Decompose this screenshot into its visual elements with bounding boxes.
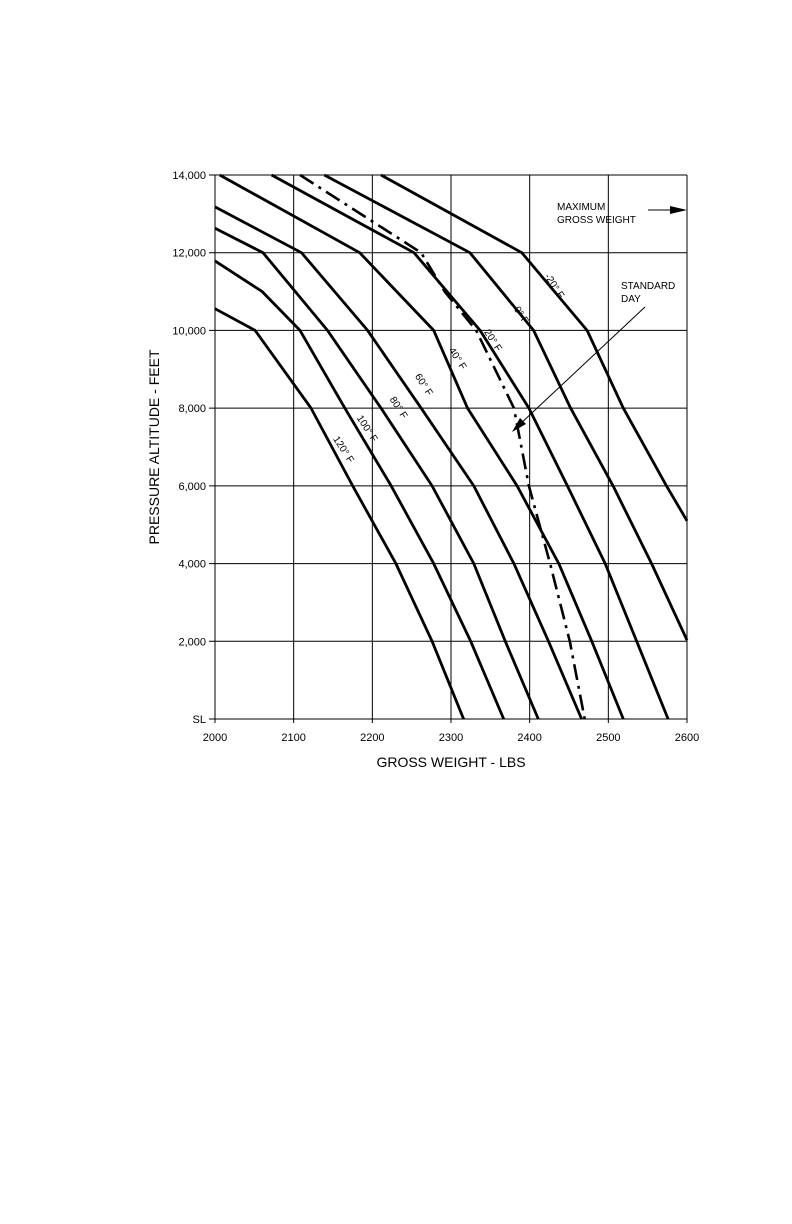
y-tick-label: 6,000 xyxy=(178,481,206,493)
x-tick-label: 2000 xyxy=(203,732,227,744)
standard-day-annotation: STANDARD DAY xyxy=(512,281,675,432)
x-tick-label: 2400 xyxy=(517,732,541,744)
y-tick-label: 8,000 xyxy=(178,403,206,415)
grid xyxy=(209,174,688,723)
temperature-curve xyxy=(219,173,625,720)
temperature-curve xyxy=(380,173,689,522)
y-tick-label: 14,000 xyxy=(172,170,206,182)
x-tick-label: 2100 xyxy=(281,732,305,744)
x-tick-label: 2500 xyxy=(596,732,620,744)
temperature-curve xyxy=(214,259,505,720)
temperature-curve xyxy=(214,205,583,720)
max-gross-weight-annotation: MAXIMUM GROSS WEIGHT xyxy=(557,202,687,226)
standard-day-label-1: STANDARD xyxy=(621,281,675,292)
max-gross-weight-label-2: GROSS WEIGHT xyxy=(557,215,636,226)
arrowhead-icon xyxy=(670,206,687,214)
curves xyxy=(214,173,689,720)
y-tick-label: 10,000 xyxy=(172,325,206,337)
curve-label: 60° F xyxy=(412,372,434,398)
y-tick-label: 12,000 xyxy=(172,248,206,260)
temperature-curve xyxy=(270,173,670,720)
y-tick-label: 4,000 xyxy=(178,559,206,571)
y-tick-label: 2,000 xyxy=(178,636,206,648)
temperature-curve xyxy=(214,307,465,720)
y-tick-label: SL xyxy=(193,714,206,726)
tick-labels: 2000 2100 2200 2300 2400 2500 2600 SL 2,000 4,000… xyxy=(172,170,699,744)
max-gross-weight-label-1: MAXIMUM xyxy=(557,202,605,213)
standard-day-line xyxy=(299,173,586,720)
x-tick-label: 2300 xyxy=(439,732,463,744)
temperature-curve xyxy=(214,226,540,720)
standard-day-arrow xyxy=(517,306,646,427)
x-tick-label: 2600 xyxy=(675,732,699,744)
arrowhead-icon xyxy=(512,418,526,432)
curve-label: -20° F xyxy=(542,272,566,301)
standard-day-label-2: DAY xyxy=(621,294,641,305)
y-axis-label: PRESSURE ALTITUDE - FEET xyxy=(146,349,162,544)
x-axis-label: GROSS WEIGHT - LBS xyxy=(376,754,525,770)
x-tick-label: 2200 xyxy=(360,732,384,744)
temperature-curve xyxy=(323,173,689,641)
